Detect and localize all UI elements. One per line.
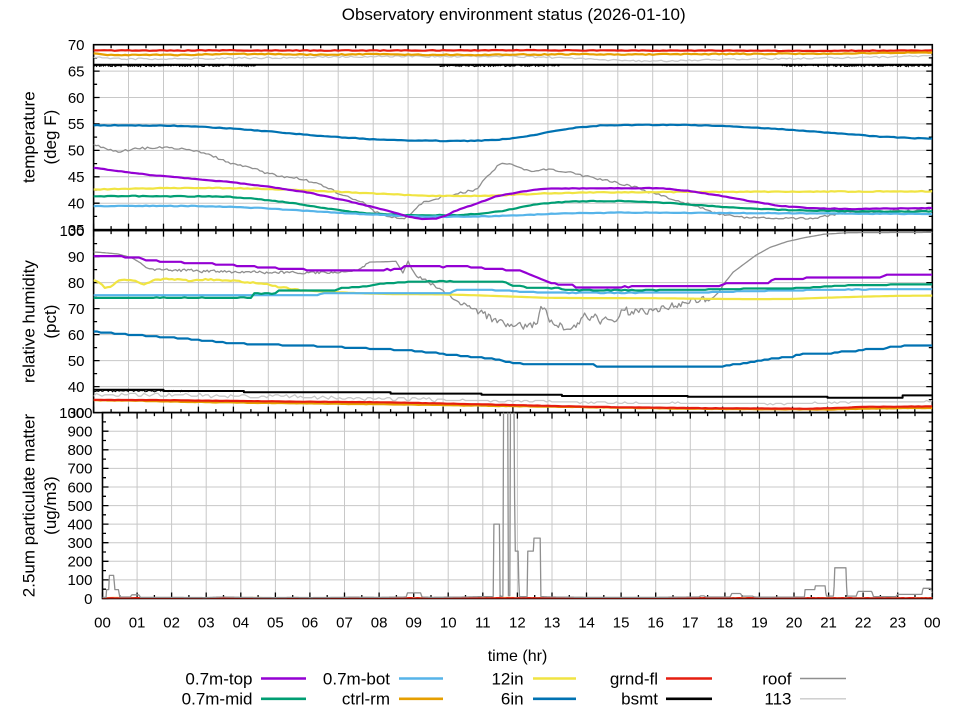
svg-text:grnd-fl: grnd-fl — [610, 669, 658, 688]
svg-text:2.5um particulate matter: 2.5um particulate matter — [20, 414, 39, 598]
svg-text:19: 19 — [751, 615, 768, 632]
svg-text:00: 00 — [924, 615, 941, 632]
svg-text:100: 100 — [59, 223, 84, 240]
svg-text:23: 23 — [889, 615, 906, 632]
svg-text:45: 45 — [68, 169, 85, 186]
svg-text:06: 06 — [302, 615, 319, 632]
svg-text:0.7m-bot: 0.7m-bot — [323, 669, 390, 688]
svg-text:70: 70 — [68, 301, 85, 318]
svg-text:20: 20 — [786, 615, 803, 632]
svg-text:35: 35 — [68, 222, 85, 239]
svg-text:50: 50 — [68, 143, 85, 160]
svg-text:50: 50 — [68, 353, 85, 370]
svg-text:16: 16 — [647, 615, 664, 632]
svg-text:21: 21 — [820, 615, 837, 632]
svg-text:22: 22 — [855, 615, 872, 632]
svg-text:temperature: temperature — [20, 91, 39, 183]
svg-text:ctrl-rm: ctrl-rm — [342, 690, 390, 709]
svg-text:09: 09 — [405, 615, 422, 632]
svg-text:relative humidity: relative humidity — [20, 260, 39, 383]
svg-text:70: 70 — [68, 37, 85, 54]
svg-text:14: 14 — [578, 615, 595, 632]
svg-text:roof: roof — [762, 669, 792, 688]
svg-text:800: 800 — [67, 442, 92, 459]
svg-text:(deg F): (deg F) — [41, 110, 60, 165]
svg-text:Observatory environment status: Observatory environment status (2026-01-… — [342, 5, 686, 24]
svg-text:200: 200 — [67, 554, 92, 571]
svg-text:(ug/m3): (ug/m3) — [41, 476, 60, 535]
svg-text:05: 05 — [267, 615, 284, 632]
svg-text:30: 30 — [68, 405, 85, 422]
svg-text:12in: 12in — [491, 669, 523, 688]
svg-text:15: 15 — [613, 615, 630, 632]
svg-text:700: 700 — [67, 461, 92, 478]
svg-text:60: 60 — [68, 90, 85, 107]
svg-text:60: 60 — [68, 327, 85, 344]
svg-text:0.7m-mid: 0.7m-mid — [182, 690, 253, 709]
svg-text:6in: 6in — [501, 690, 524, 709]
svg-text:300: 300 — [67, 535, 92, 552]
svg-text:100: 100 — [67, 572, 92, 589]
svg-text:65: 65 — [68, 63, 85, 80]
svg-text:08: 08 — [371, 615, 388, 632]
svg-text:90: 90 — [68, 249, 85, 266]
svg-text:time (hr): time (hr) — [488, 648, 548, 665]
svg-text:02: 02 — [163, 615, 180, 632]
svg-text:13: 13 — [544, 615, 561, 632]
svg-text:55: 55 — [68, 116, 85, 133]
svg-text:12: 12 — [509, 615, 526, 632]
svg-text:07: 07 — [336, 615, 353, 632]
svg-text:600: 600 — [67, 479, 92, 496]
svg-text:400: 400 — [67, 516, 92, 533]
svg-text:00: 00 — [94, 615, 111, 632]
svg-text:1000: 1000 — [59, 405, 92, 422]
svg-text:80: 80 — [68, 275, 85, 292]
svg-text:10: 10 — [440, 615, 457, 632]
svg-text:113: 113 — [764, 690, 791, 709]
svg-text:18: 18 — [717, 615, 734, 632]
svg-text:40: 40 — [68, 195, 85, 212]
svg-text:0: 0 — [84, 591, 92, 608]
svg-text:0.7m-top: 0.7m-top — [185, 669, 252, 688]
svg-text:bsmt: bsmt — [621, 690, 658, 709]
svg-text:40: 40 — [68, 379, 85, 396]
svg-text:900: 900 — [67, 423, 92, 440]
svg-text:04: 04 — [232, 615, 249, 632]
svg-text:03: 03 — [198, 615, 215, 632]
svg-text:500: 500 — [67, 498, 92, 515]
svg-text:(pct): (pct) — [41, 305, 60, 339]
svg-text:17: 17 — [682, 615, 699, 632]
svg-text:01: 01 — [129, 615, 146, 632]
svg-text:11: 11 — [475, 615, 491, 632]
